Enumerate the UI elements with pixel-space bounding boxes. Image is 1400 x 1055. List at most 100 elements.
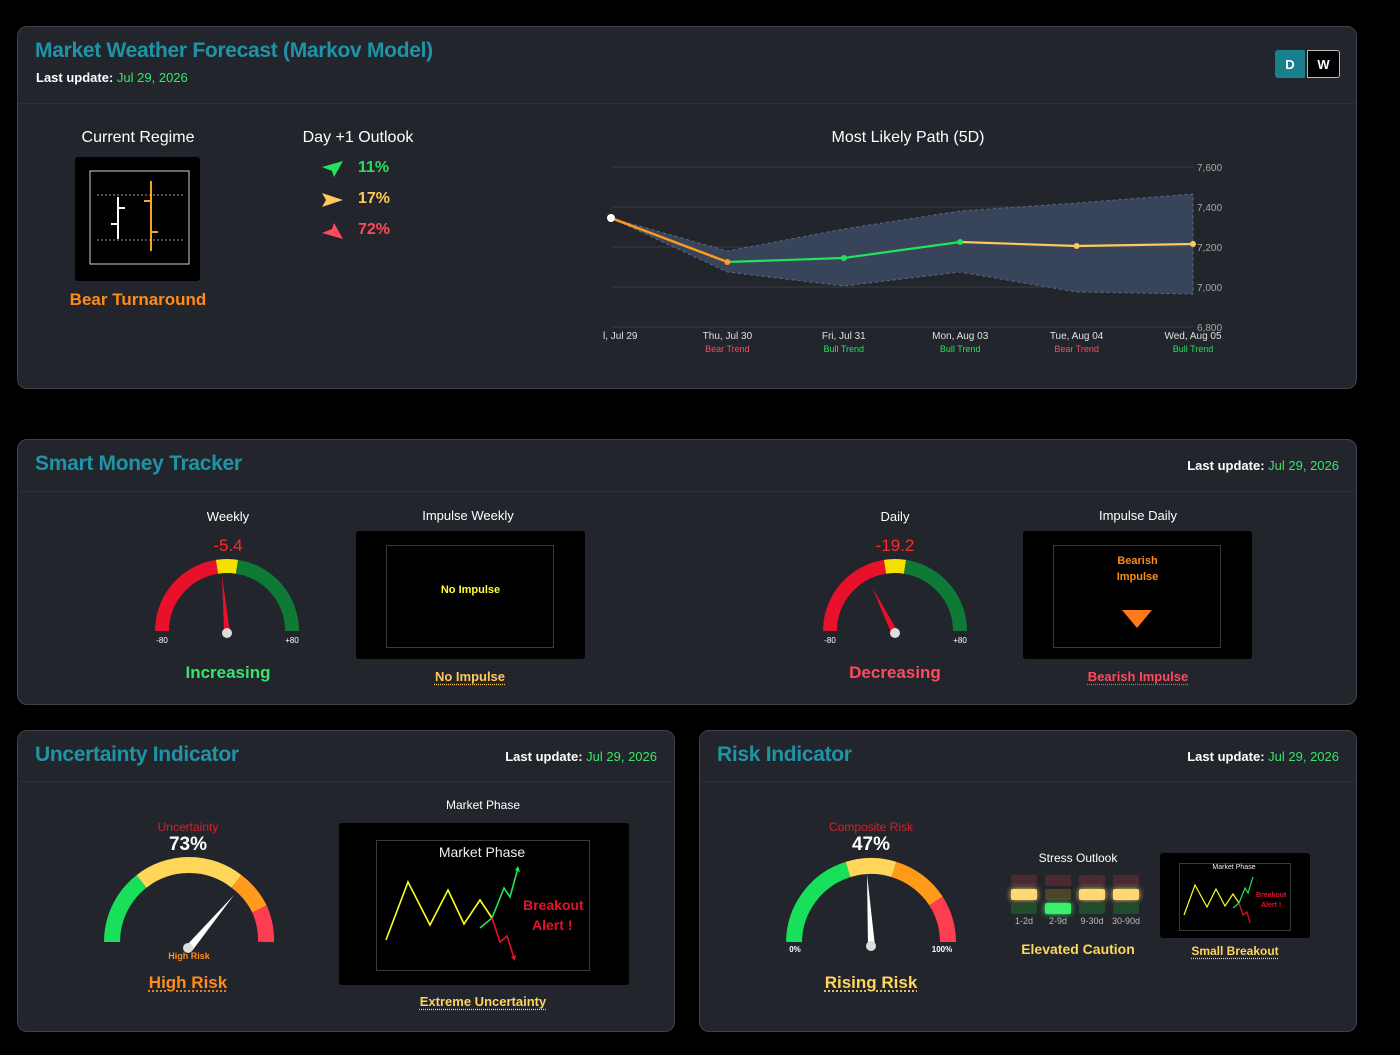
weekly-max-label: +80 bbox=[285, 636, 299, 645]
path-segment bbox=[843, 240, 961, 260]
risk-gauge-value: 47% bbox=[851, 834, 891, 855]
confidence-band bbox=[610, 193, 1194, 295]
uncertainty-last-update: Last update: Jul 29, 2026 bbox=[505, 749, 657, 764]
path-segment bbox=[610, 216, 728, 264]
uncertainty-zone-label: High Risk bbox=[168, 951, 211, 961]
x-tick-label: Tue, Aug 04 bbox=[1050, 331, 1104, 342]
regime-label: Bear Trend bbox=[1054, 344, 1099, 354]
stress-column-3-label: 9-30d bbox=[1080, 916, 1104, 926]
impulse-weekly-box-text: No Impulse bbox=[440, 584, 501, 596]
smart-money-last-update: Last update: Jul 29, 2026 bbox=[1187, 458, 1339, 473]
markov-divider bbox=[18, 103, 1356, 104]
regime-label: Bull Trend bbox=[940, 344, 981, 354]
weekly-min-label: -80 bbox=[156, 636, 168, 645]
outlook-down-pct: 72% bbox=[358, 221, 391, 238]
markov-card: Market Weather Forecast (Markov Model) L… bbox=[17, 26, 1357, 389]
arrow-up-right-icon bbox=[322, 161, 343, 177]
mini-phase-status: Small Breakout bbox=[1191, 944, 1279, 958]
mini-phase-box: Market Phase Breakout Alert ! bbox=[1160, 853, 1310, 938]
risk-gauge: 0% 100% bbox=[786, 858, 956, 954]
path-segment bbox=[727, 256, 844, 264]
arrow-down-right-icon bbox=[322, 223, 343, 239]
path-chart-title: Most Likely Path (5D) bbox=[831, 129, 985, 146]
weekly-gauge: -80 +80 bbox=[155, 559, 299, 645]
stress-column-1-label: 1-2d bbox=[1014, 916, 1033, 926]
weekly-status: Increasing bbox=[185, 663, 271, 682]
risk-divider bbox=[700, 781, 1356, 782]
market-phase-status: Extreme Uncertainty bbox=[419, 994, 547, 1009]
y-tick-label: 7,200 bbox=[1197, 243, 1222, 254]
weekly-value: -5.4 bbox=[213, 536, 243, 555]
breakout-alert-1: Breakout bbox=[523, 897, 584, 913]
daily-min-label: -80 bbox=[824, 636, 836, 645]
y-tick-label: 7,600 bbox=[1197, 163, 1222, 174]
risk-max-label: 100% bbox=[932, 945, 952, 954]
daily-status: Decreasing bbox=[849, 663, 941, 682]
uncertainty-gauge-label: Uncertainty bbox=[157, 820, 219, 834]
mini-alert-2: Alert ! bbox=[1261, 902, 1282, 909]
stress-status: Elevated Caution bbox=[1021, 941, 1135, 957]
toggle-daily-button[interactable]: D bbox=[1275, 50, 1305, 78]
daily-label: Daily bbox=[880, 509, 910, 524]
markov-last-update: Last update: Jul 29, 2026 bbox=[36, 70, 188, 85]
path-point bbox=[607, 214, 615, 222]
uncertainty-gauge-value: 73% bbox=[168, 834, 208, 855]
risk-title: Risk Indicator bbox=[717, 743, 852, 766]
outlook-flat-pct: 17% bbox=[358, 190, 391, 207]
market-phase-box-title: Market Phase bbox=[438, 844, 526, 860]
risk-last-update: Last update: Jul 29, 2026 bbox=[1187, 749, 1339, 764]
stress-column-3: 9-30d bbox=[1079, 875, 1105, 926]
path-point bbox=[1073, 243, 1080, 249]
breakout-alert-2: Alert ! bbox=[532, 917, 573, 933]
arrow-right-icon bbox=[322, 193, 343, 207]
daily-max-label: +80 bbox=[953, 636, 967, 645]
market-phase-label: Market Phase bbox=[445, 798, 521, 812]
markov-title: Market Weather Forecast (Markov Model) bbox=[35, 39, 433, 62]
current-regime-label: Current Regime bbox=[81, 129, 195, 146]
uncertainty-title: Uncertainty Indicator bbox=[35, 743, 239, 766]
uncertainty-gauge: High Risk bbox=[104, 857, 274, 961]
market-phase-box: Market Phase Breakout Alert ! bbox=[339, 823, 629, 985]
uncertainty-status: High Risk bbox=[148, 973, 228, 992]
smart-money-divider bbox=[18, 491, 1356, 492]
y-tick-label: 7,400 bbox=[1197, 203, 1222, 214]
stress-column-2-label: 2-9d bbox=[1048, 916, 1067, 926]
impulse-daily-status: Bearish Impulse bbox=[1087, 669, 1189, 684]
mini-phase-title: Market Phase bbox=[1212, 864, 1256, 871]
smart-money-card: Smart Money Tracker Last update: Jul 29,… bbox=[17, 439, 1357, 705]
regime-label: Bull Trend bbox=[1173, 344, 1214, 354]
path-point bbox=[1190, 241, 1196, 247]
x-tick-label: l, Jul 29 bbox=[603, 331, 638, 342]
risk-status: Rising Risk bbox=[824, 973, 918, 992]
y-tick-label: 7,000 bbox=[1197, 283, 1222, 294]
regime-icon-box bbox=[75, 157, 200, 281]
current-regime-state: Bear Turnaround bbox=[69, 290, 207, 309]
stress-column-1: 1-2d bbox=[1011, 875, 1037, 926]
impulse-daily-box-text-2: Impulse bbox=[1116, 571, 1159, 583]
y-tick-label: 6,800 bbox=[1197, 323, 1222, 334]
uncertainty-card: Uncertainty Indicator Last update: Jul 2… bbox=[17, 730, 675, 1032]
candlestick-chart-icon bbox=[89, 170, 190, 265]
impulse-weekly-label: Impulse Weekly bbox=[422, 508, 514, 523]
regime-label: Bear Trend bbox=[705, 344, 750, 354]
breakout-chart-icon bbox=[385, 866, 520, 961]
impulse-daily-label: Impulse Daily bbox=[1098, 508, 1178, 523]
toggle-weekly-button[interactable]: W bbox=[1307, 50, 1340, 78]
uncertainty-divider bbox=[18, 781, 674, 782]
smart-money-title: Smart Money Tracker bbox=[35, 452, 242, 475]
stress-column-4: 30-90d bbox=[1112, 875, 1140, 926]
daily-value: -19.2 bbox=[875, 536, 915, 555]
path-segment bbox=[1076, 242, 1194, 248]
impulse-weekly-status: No Impulse bbox=[434, 669, 506, 684]
x-tick-label: Wed, Aug 05 bbox=[1164, 331, 1222, 342]
outlook-up-pct: 11% bbox=[358, 159, 390, 176]
impulse-daily-box-text-1: Bearish bbox=[1117, 555, 1158, 567]
stress-outlook-label: Stress Outlook bbox=[1038, 851, 1118, 865]
risk-min-label: 0% bbox=[789, 945, 801, 954]
path-point bbox=[724, 259, 731, 265]
path-chart: 6,800 7,000 7,200 7,400 7,600 l, Jul 29 Thu, J… bbox=[603, 163, 1222, 354]
regime-label: Bull Trend bbox=[824, 344, 865, 354]
outlook-label: Day +1 Outlook bbox=[302, 129, 414, 146]
x-tick-label: Thu, Jul 30 bbox=[703, 331, 753, 342]
path-segment bbox=[960, 240, 1077, 248]
